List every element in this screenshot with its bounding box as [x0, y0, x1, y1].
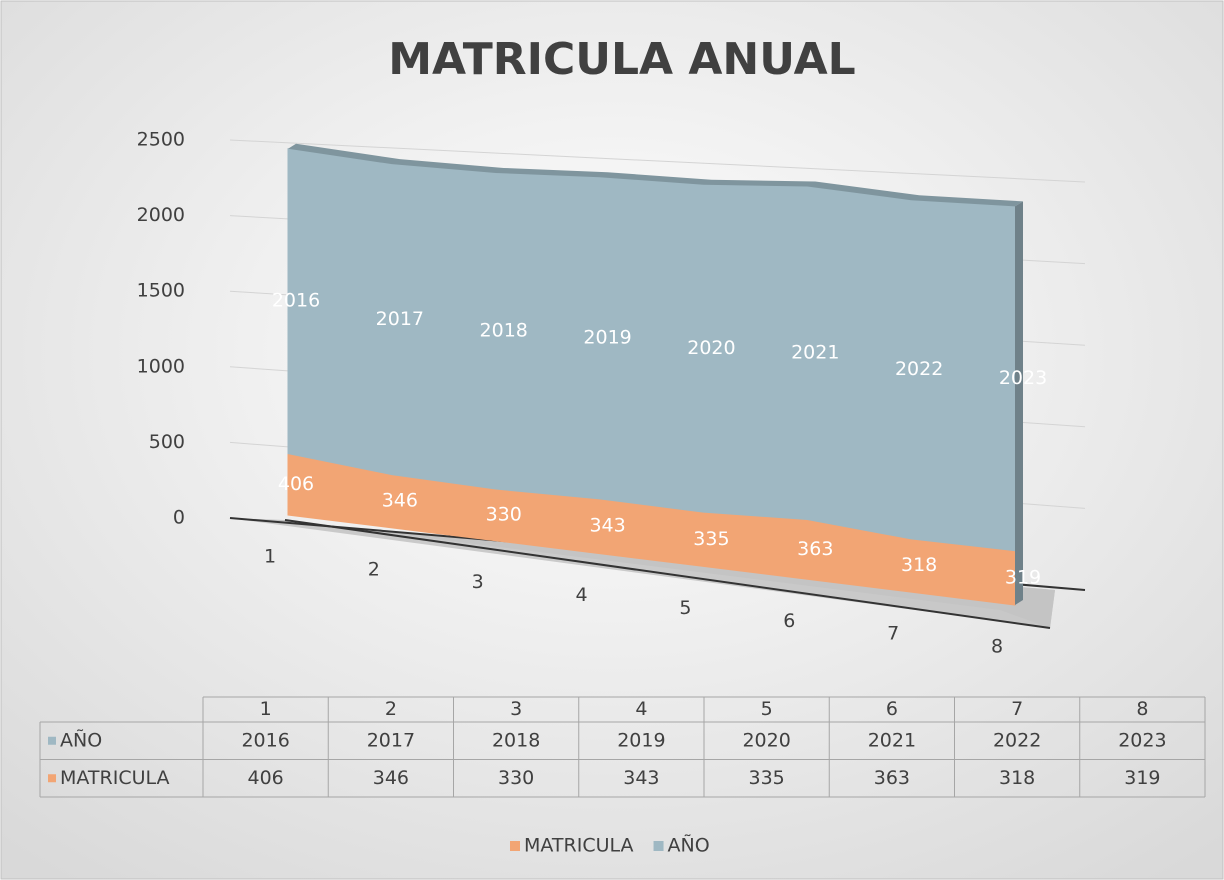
- data-label: 2018: [480, 319, 528, 341]
- chart-title: MATRICULA ANUAL: [388, 34, 855, 85]
- table-cell: 2023: [1118, 729, 1166, 751]
- table-cell: 343: [623, 767, 659, 789]
- data-label: 363: [797, 538, 833, 560]
- table-cell: 2020: [742, 729, 790, 751]
- table-header: 2: [385, 698, 397, 720]
- y-tick-label: 500: [149, 431, 185, 453]
- legend-label: MATRICULA: [524, 835, 634, 857]
- x-tick-label: 7: [887, 623, 899, 645]
- x-tick-label: 6: [783, 610, 795, 632]
- data-label: 343: [589, 515, 625, 537]
- x-tick-label: 1: [264, 546, 276, 568]
- data-label: 346: [382, 490, 418, 512]
- x-tick-label: 2: [368, 558, 380, 580]
- y-tick-label: 2000: [137, 204, 185, 226]
- x-tick-label: 8: [991, 636, 1003, 658]
- table-cell: 330: [498, 767, 534, 789]
- table-header: 8: [1136, 698, 1148, 720]
- x-tick-label: 5: [679, 597, 691, 619]
- x-tick-label: 3: [472, 571, 484, 593]
- grid-line: [229, 139, 1086, 183]
- data-label: 406: [278, 473, 314, 495]
- y-tick-label: 1000: [137, 355, 185, 377]
- table-cell: 2019: [617, 729, 665, 751]
- data-label: 319: [1005, 566, 1041, 588]
- table-cell: 319: [1124, 767, 1160, 789]
- y-tick-label: 0: [173, 507, 185, 529]
- table-legend-key: [48, 736, 56, 745]
- data-label: 2021: [791, 341, 839, 363]
- data-label: 2020: [687, 337, 735, 359]
- table-cell: 346: [373, 767, 409, 789]
- area-side-face: [1015, 201, 1023, 605]
- table-cell: 2017: [367, 729, 415, 751]
- data-label: 330: [486, 503, 522, 525]
- data-label: 2023: [999, 367, 1047, 389]
- table-cell: 2016: [241, 729, 289, 751]
- legend-key: [653, 841, 664, 851]
- table-cell: 363: [874, 767, 910, 789]
- table-header: 1: [260, 698, 272, 720]
- table-header: 7: [1011, 698, 1023, 720]
- table-header: 4: [635, 698, 647, 720]
- data-label: 335: [693, 528, 729, 550]
- data-label: 2022: [895, 358, 943, 380]
- area-top-face: [288, 143, 1023, 207]
- table-cell: 335: [748, 767, 784, 789]
- table-header: 6: [886, 698, 898, 720]
- table-header: 3: [510, 698, 522, 720]
- data-label: 2019: [583, 327, 631, 349]
- legend-key: [510, 841, 520, 851]
- table-cell: 406: [247, 767, 283, 789]
- y-tick-label: 2500: [137, 129, 185, 151]
- table-cell: 2021: [868, 729, 916, 751]
- x-axis-line: [284, 519, 1051, 629]
- data-label: 2016: [272, 290, 320, 312]
- table-cell: 2018: [492, 729, 540, 751]
- table-cell: 2022: [993, 729, 1041, 751]
- y-tick-label: 1500: [137, 280, 185, 302]
- table-legend-key: [48, 774, 56, 783]
- table-row-label: AÑO: [60, 728, 102, 751]
- data-label: 2017: [376, 308, 424, 330]
- table-row-label: MATRICULA: [60, 767, 170, 789]
- legend-label: AÑO: [668, 834, 710, 857]
- table-header: 5: [761, 698, 773, 720]
- data-label: 318: [901, 554, 937, 576]
- x-tick-label: 4: [576, 584, 588, 606]
- table-cell: 318: [999, 767, 1035, 789]
